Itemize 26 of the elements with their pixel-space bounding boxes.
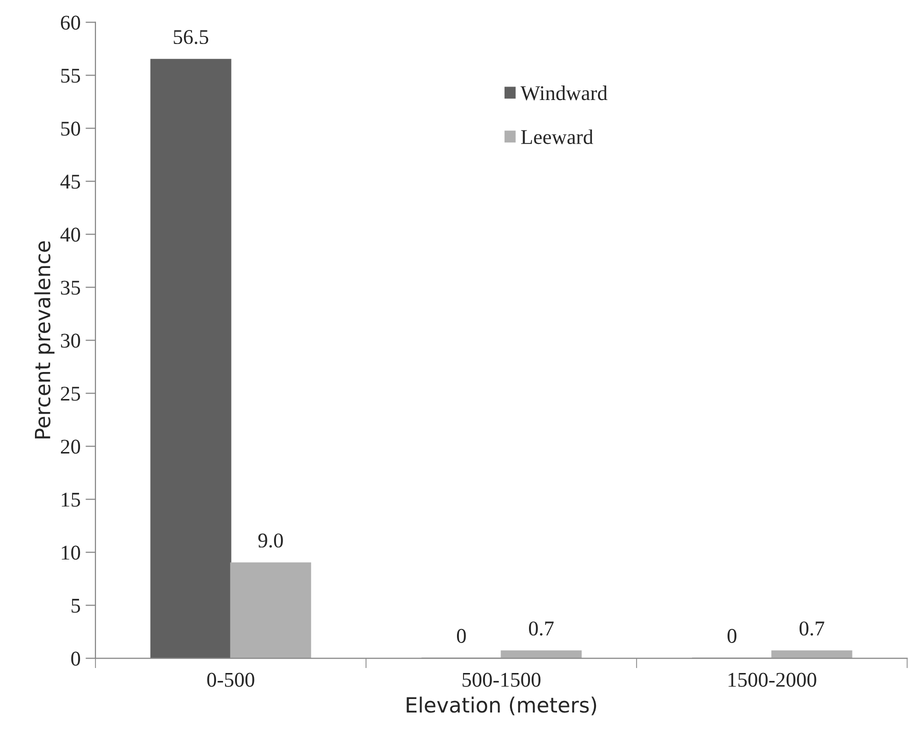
legend-label: Leeward xyxy=(521,129,594,144)
legend-label: Windward xyxy=(520,86,608,100)
y-tick-label: 50 xyxy=(61,122,80,136)
y-tick-label: 0 xyxy=(71,652,80,666)
y-tick-label: 35 xyxy=(61,280,80,295)
y-tick-label: 15 xyxy=(62,492,80,507)
y-tick-label: 25 xyxy=(60,386,80,401)
data-label: 0 xyxy=(456,628,466,643)
data-label: 9.0 xyxy=(258,533,283,548)
data-label: 0.7 xyxy=(800,621,824,636)
x-axis-title: Elevation (meters) xyxy=(406,696,596,716)
y-tick-label: 40 xyxy=(60,228,80,242)
x-tick-label: 0-500 xyxy=(207,672,254,687)
y-tick-label: 55 xyxy=(61,68,80,83)
data-label: 0 xyxy=(728,628,736,643)
y-tick-label: 60 xyxy=(60,16,80,30)
y-tick-label: 20 xyxy=(60,440,80,454)
x-tick-label: 1500-2000 xyxy=(728,672,816,687)
y-tick-label: 30 xyxy=(61,334,80,348)
y-tick-label: 45 xyxy=(60,174,80,189)
y-tick-label: 10 xyxy=(62,546,80,560)
y-axis-title: Percent prevalence xyxy=(34,241,54,438)
data-label: 56.5 xyxy=(174,30,208,44)
y-tick-label: 5 xyxy=(72,598,80,613)
x-tick-label: 500-1500 xyxy=(462,672,540,687)
data-label: 0.7 xyxy=(528,621,554,636)
